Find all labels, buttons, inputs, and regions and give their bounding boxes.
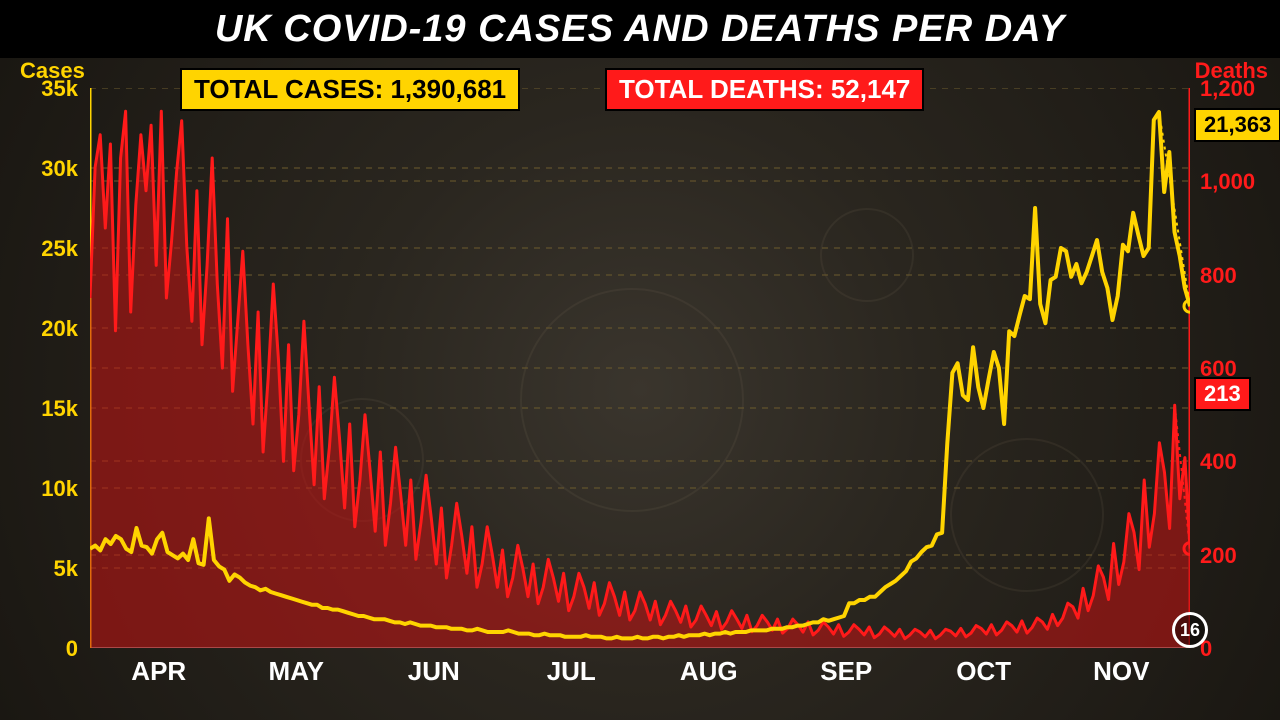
right-tick: 200 xyxy=(1200,543,1270,569)
left-tick: 35k xyxy=(18,76,78,102)
day-marker: 16 xyxy=(1172,612,1208,648)
chart-area: Cases Deaths 05k10k15k20k25k30k35k 02004… xyxy=(0,58,1280,720)
total-deaths-badge: TOTAL DEATHS: 52,147 xyxy=(605,68,924,111)
left-tick: 5k xyxy=(18,556,78,582)
right-tick: 1,000 xyxy=(1200,169,1270,195)
left-tick: 0 xyxy=(18,636,78,662)
x-tick: AUG xyxy=(649,656,769,687)
left-tick: 15k xyxy=(18,396,78,422)
x-tick: JUN xyxy=(374,656,494,687)
left-tick: 25k xyxy=(18,236,78,262)
left-tick: 10k xyxy=(18,476,78,502)
deaths-end-value: 213 xyxy=(1194,377,1251,411)
x-tick: MAY xyxy=(236,656,356,687)
right-tick: 0 xyxy=(1200,636,1270,662)
right-tick: 800 xyxy=(1200,263,1270,289)
x-tick: JUL xyxy=(511,656,631,687)
x-tick: NOV xyxy=(1061,656,1181,687)
right-tick: 400 xyxy=(1200,449,1270,475)
x-tick: SEP xyxy=(786,656,906,687)
chart-title: UK COVID-19 CASES AND DEATHS PER DAY xyxy=(215,8,1065,51)
x-tick: OCT xyxy=(924,656,1044,687)
left-tick: 30k xyxy=(18,156,78,182)
left-tick: 20k xyxy=(18,316,78,342)
right-tick: 1,200 xyxy=(1200,76,1270,102)
title-bar: UK COVID-19 CASES AND DEATHS PER DAY xyxy=(0,0,1280,58)
x-tick: APR xyxy=(99,656,219,687)
cases-end-value: 21,363 xyxy=(1194,108,1280,142)
plot-svg xyxy=(90,88,1190,648)
total-cases-badge: TOTAL CASES: 1,390,681 xyxy=(180,68,520,111)
